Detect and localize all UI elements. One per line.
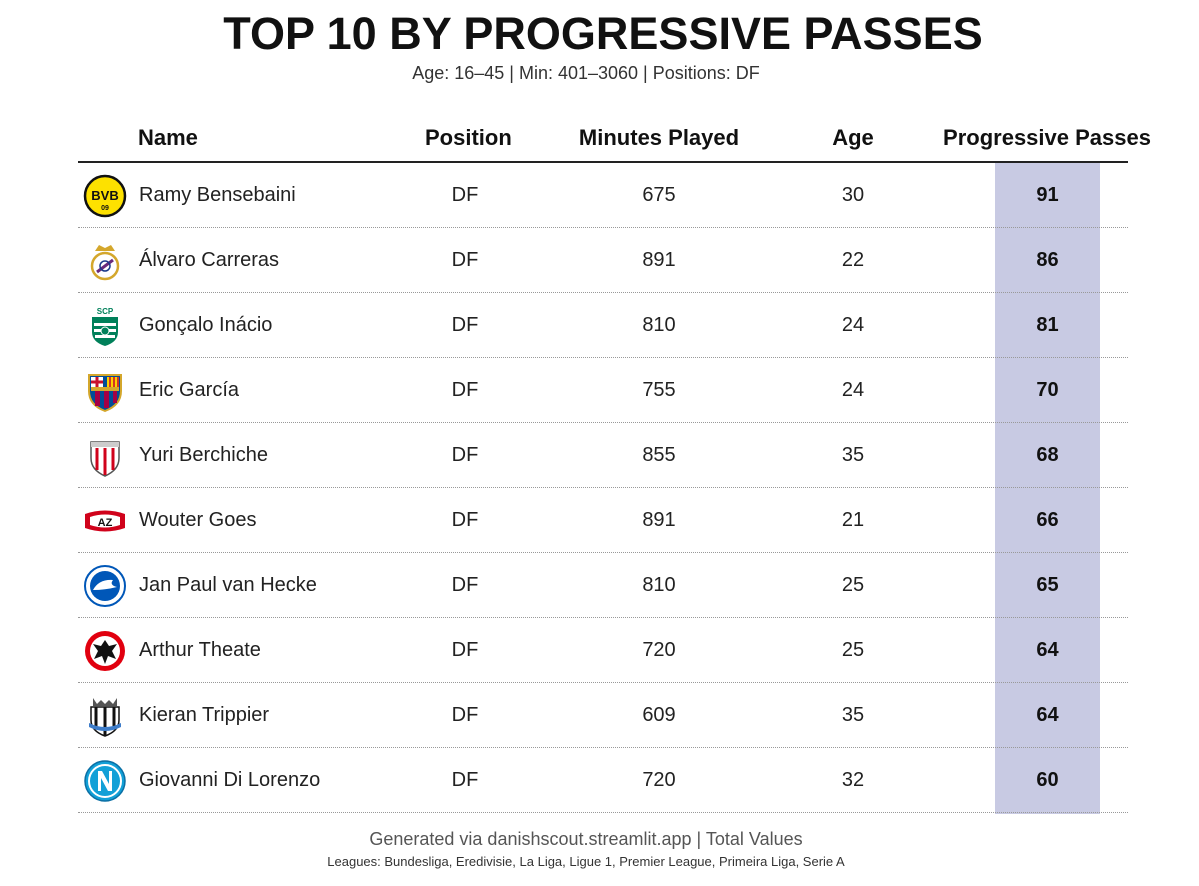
progressive-passes-value: 81 (1036, 314, 1059, 336)
player-name: Yuri Berchiche (139, 444, 268, 466)
table-row: Álvaro Carreras DF 891 22 86 (78, 228, 1128, 293)
header-name: Name (138, 125, 198, 150)
player-name: Eric García (139, 379, 240, 401)
row-divider (78, 812, 1128, 813)
player-name: Ramy Bensebaini (139, 184, 296, 206)
player-name: Jan Paul van Hecke (139, 574, 317, 596)
svg-text:09: 09 (101, 205, 109, 212)
player-age: 21 (841, 509, 865, 531)
progressive-passes-value: 64 (1036, 704, 1059, 726)
table-row: Eric García DF 755 24 70 (78, 358, 1128, 423)
header-minutes: Minutes Played (578, 125, 740, 150)
table-row: Kieran Trippier DF 609 35 64 (78, 683, 1128, 748)
footer-source: Generated via danishscout.streamlit.app … (369, 829, 803, 849)
progressive-passes-value: 68 (1036, 444, 1059, 466)
row-divider (78, 552, 1128, 553)
az-alkmaar-logo-icon: AZ (85, 510, 125, 532)
progressive-passes-value: 91 (1036, 184, 1059, 206)
eintracht-frankfurt-logo-icon (85, 631, 125, 671)
player-age: 32 (841, 769, 865, 791)
player-age: 30 (841, 184, 865, 206)
minutes-played: 675 (642, 184, 676, 206)
minutes-played: 755 (642, 379, 676, 401)
player-name: Álvaro Carreras (139, 249, 280, 271)
row-divider (78, 747, 1128, 748)
table-row: AZ Wouter Goes DF 891 21 66 (78, 488, 1128, 553)
row-divider (78, 682, 1128, 683)
player-position: DF (451, 249, 479, 271)
newcastle-logo-icon (89, 698, 121, 737)
header-divider (78, 161, 1128, 163)
table-row: SCP Gonçalo Inácio DF 810 24 81 (78, 293, 1128, 358)
sporting-cp-logo-icon: SCP (92, 307, 118, 346)
player-age: 35 (841, 704, 865, 726)
player-name: Kieran Trippier (139, 704, 270, 726)
player-position: DF (451, 574, 479, 596)
chart-subtitle: Age: 16–45 | Min: 401–3060 | Positions: … (412, 63, 760, 83)
highlight-column (995, 163, 1100, 814)
progressive-passes-value: 66 (1036, 509, 1059, 531)
player-position: DF (451, 184, 479, 206)
row-divider (78, 487, 1128, 488)
player-position: DF (451, 509, 479, 531)
barcelona-logo-icon (88, 374, 122, 413)
header-age: Age (832, 125, 874, 150)
footer-leagues: Leagues: Bundesliga, Eredivisie, La Liga… (327, 854, 845, 869)
header-position: Position (425, 125, 512, 150)
player-position: DF (451, 379, 479, 401)
progressive-passes-value: 70 (1036, 379, 1059, 401)
minutes-played: 891 (642, 249, 676, 271)
minutes-played: 609 (642, 704, 676, 726)
player-position: DF (451, 704, 479, 726)
minutes-played: 855 (642, 444, 676, 466)
player-position: DF (451, 314, 479, 336)
table-row: Yuri Berchiche DF 855 35 68 (78, 423, 1128, 488)
row-divider (78, 357, 1128, 358)
progressive-passes-value: 60 (1036, 769, 1059, 791)
player-age: 35 (841, 444, 865, 466)
player-age: 22 (841, 249, 865, 271)
chart-title: TOP 10 BY PROGRESSIVE PASSES (223, 8, 983, 59)
svg-text:BVB: BVB (91, 188, 118, 203)
row-divider (78, 422, 1128, 423)
player-age: 25 (841, 574, 865, 596)
progressive-passes-value: 86 (1036, 249, 1059, 271)
player-position: DF (451, 444, 479, 466)
real-madrid-logo-icon (90, 245, 120, 281)
svg-text:AZ: AZ (98, 517, 113, 529)
player-age: 24 (841, 314, 865, 336)
player-age: 25 (841, 639, 865, 661)
minutes-played: 891 (642, 509, 676, 531)
player-name: Arthur Theate (139, 639, 261, 661)
minutes-played: 720 (642, 769, 676, 791)
row-divider (78, 617, 1128, 618)
dortmund-logo-icon: BVB 09 (83, 174, 127, 218)
minutes-played: 810 (642, 314, 676, 336)
progressive-passes-value: 64 (1036, 639, 1059, 661)
table-row: BVB 09 Ramy Bensebaini DF 675 30 91 (78, 163, 1128, 228)
progressive-passes-value: 65 (1036, 574, 1059, 596)
athletic-bilbao-logo-icon (90, 441, 120, 477)
napoli-logo-icon (84, 760, 126, 802)
player-name: Wouter Goes (139, 509, 257, 531)
player-position: DF (451, 639, 479, 661)
player-position: DF (451, 769, 479, 791)
player-age: 24 (841, 379, 865, 401)
brighton-logo-icon (84, 565, 126, 607)
row-divider (78, 227, 1128, 228)
table-row: Jan Paul van Hecke DF 810 25 65 (78, 553, 1128, 618)
row-divider (78, 292, 1128, 293)
table-row: Giovanni Di Lorenzo DF 720 32 60 (78, 748, 1128, 813)
minutes-played: 720 (642, 639, 676, 661)
minutes-played: 810 (642, 574, 676, 596)
svg-text:SCP: SCP (97, 307, 114, 316)
player-name: Gonçalo Inácio (139, 314, 273, 336)
player-name: Giovanni Di Lorenzo (139, 769, 321, 791)
header-progressive-passes: Progressive Passes (943, 125, 1151, 150)
table-row: Arthur Theate DF 720 25 64 (78, 618, 1128, 683)
